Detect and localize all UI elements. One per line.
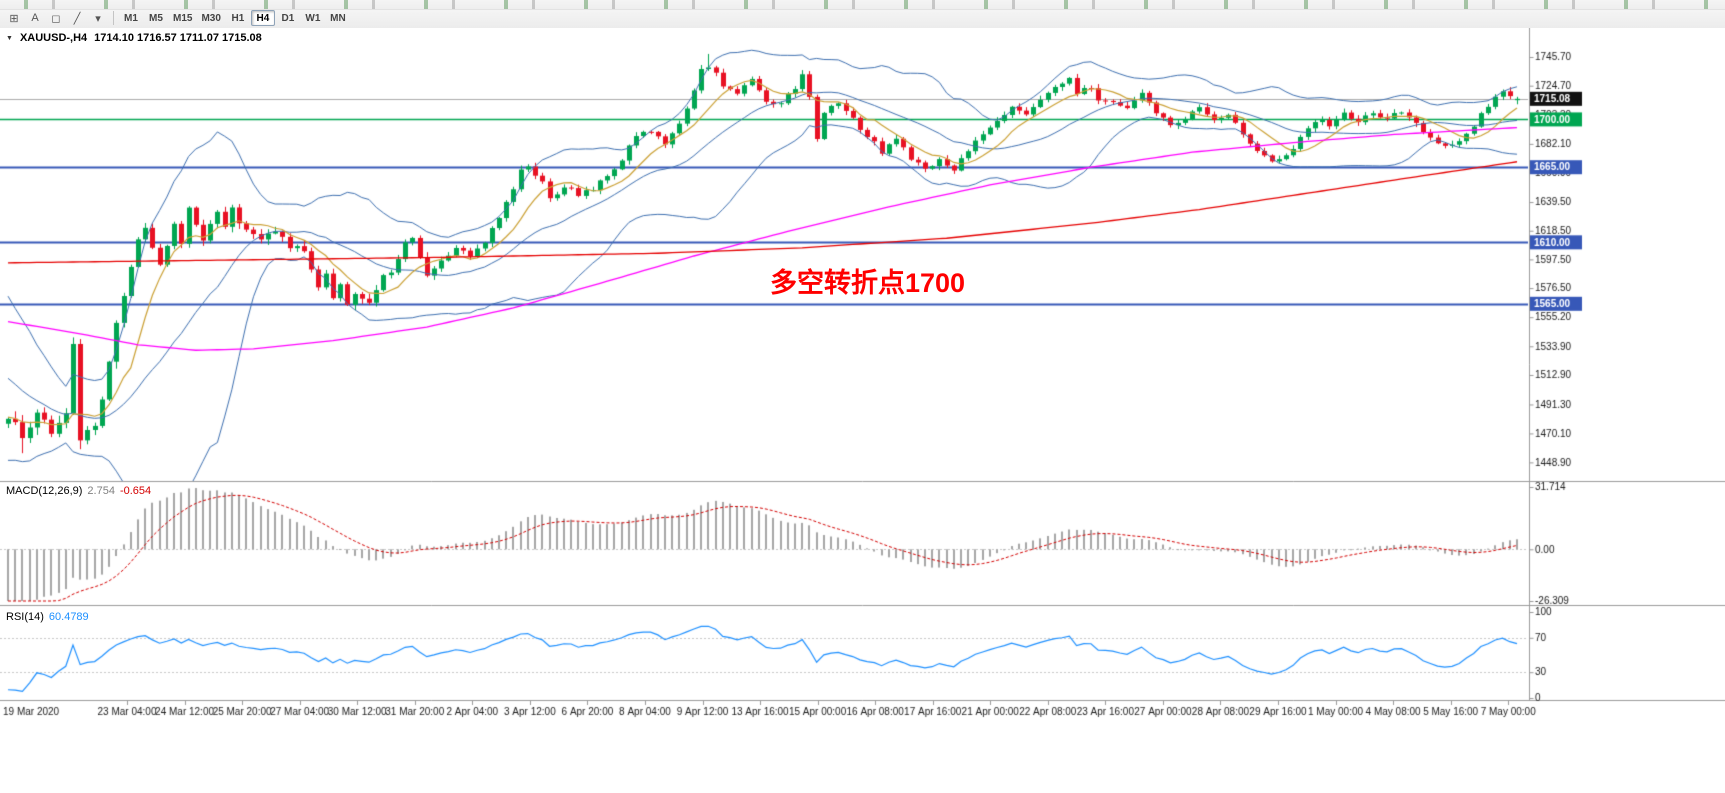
timeframe-button-m15[interactable]: M15 — [169, 10, 196, 26]
timeframe-button-d1[interactable]: D1 — [276, 10, 300, 26]
objects-icon[interactable]: ⊞ — [4, 10, 24, 26]
drawing-and-timeframe-row: ⊞ A ◻ ╱ ▾ M1 M5 M15 M30 H1 H4 D1 W1 MN — [0, 9, 1725, 27]
chart-area: ▼ XAUUSD-,H4 1714.10 1716.57 1711.07 171… — [0, 28, 1725, 793]
timeframe-button-w1[interactable]: W1 — [301, 10, 325, 26]
shapes-tool-icon[interactable]: ◻ — [46, 10, 66, 26]
timeframe-button-m5[interactable]: M5 — [144, 10, 168, 26]
trendline-tool-icon[interactable]: ╱ — [67, 10, 87, 26]
timeframe-button-h1[interactable]: H1 — [226, 10, 250, 26]
toolbar: ⊞ A ◻ ╱ ▾ M1 M5 M15 M30 H1 H4 D1 W1 MN — [0, 0, 1725, 29]
price-chart-canvas[interactable] — [0, 28, 1725, 793]
text-tool-icon[interactable]: A — [25, 10, 45, 26]
chart-annotation[interactable]: 多空转折点1700 — [770, 268, 966, 298]
timeframe-button-m30[interactable]: M30 — [197, 10, 224, 26]
clipped-toolbar-icons — [0, 0, 1725, 10]
more-tools-icon[interactable]: ▾ — [88, 10, 108, 26]
toolbar-separator — [113, 11, 114, 25]
timeframe-toolbar: M1 M5 M15 M30 H1 H4 D1 W1 MN — [119, 10, 350, 26]
timeframe-button-mn[interactable]: MN — [326, 10, 350, 26]
drawing-toolbar: ⊞ A ◻ ╱ ▾ — [4, 10, 108, 26]
timeframe-button-h4[interactable]: H4 — [250, 10, 275, 26]
timeframe-button-m1[interactable]: M1 — [119, 10, 143, 26]
